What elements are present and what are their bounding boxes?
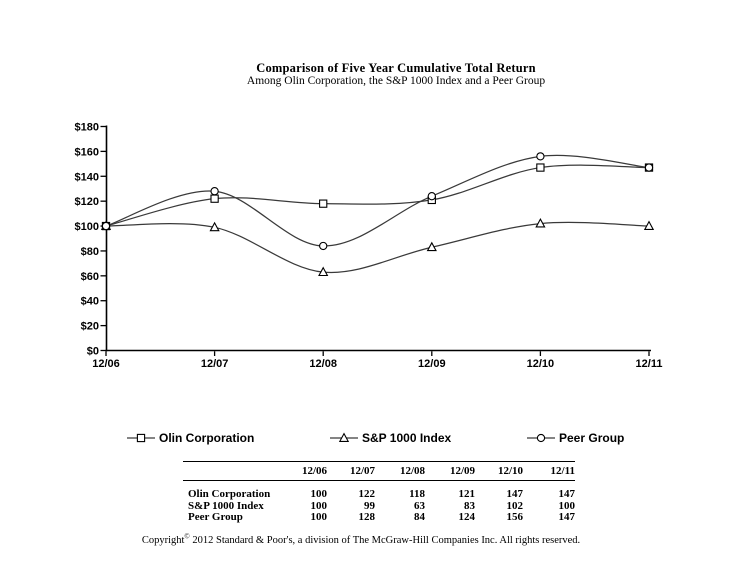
- table-row: S&P 1000 Index 100 99 63 83 102 100: [183, 499, 576, 513]
- table-header-row: 12/06 12/07 12/08 12/09 12/10 12/11: [183, 461, 575, 481]
- series-line-square: [105, 164, 650, 227]
- table-cell: 100: [310, 499, 328, 512]
- y-axis-tick-label: $0: [87, 346, 99, 358]
- y-axis-tick-label: $100: [75, 221, 99, 233]
- table-cell: 83: [464, 499, 475, 512]
- table-cell: 156: [506, 511, 524, 523]
- square-marker-icon: [536, 163, 545, 172]
- square-marker-icon: [136, 433, 146, 443]
- row-label: Olin Corporation: [188, 488, 271, 500]
- table-cell: 100: [558, 499, 576, 512]
- square-marker-icon: [127, 433, 155, 443]
- y-axis-tick-label: $120: [75, 196, 99, 208]
- copyright-text: 2012 Standard & Poor's, a division of Th…: [189, 535, 581, 546]
- line-chart: $180 $160 $140 $120 $100 $80 $60 $40 $20 $012/06 1…: [75, 122, 663, 371]
- table-cell: 102: [506, 499, 524, 512]
- legend-label: S&P 1000 Index: [362, 431, 452, 445]
- table-corner-cell: [183, 461, 279, 481]
- table-cell: 63: [414, 499, 425, 512]
- table-cell: 121: [458, 488, 476, 500]
- table-column-header: 12/06: [279, 461, 327, 481]
- table-column-header: 12/10: [475, 461, 523, 481]
- circle-marker-icon: [644, 163, 654, 172]
- table-row: Olin Corporation 100 122 118 121 147 147: [183, 488, 576, 501]
- table-row: Peer Group 100 128 84 124 156 147: [183, 511, 576, 524]
- y-axis-tick-label: $20: [81, 321, 99, 333]
- legend-item-sp-1000-index: S&P 1000 Index: [330, 430, 451, 446]
- triangle-marker-icon: [643, 220, 655, 231]
- table-column-header: 12/07: [327, 461, 375, 481]
- y-axis-tick-label: $160: [75, 146, 99, 158]
- copyright-symbol: ©: [184, 532, 190, 541]
- x-axis-tick-label: 12/07: [201, 358, 229, 370]
- square-marker-icon: [210, 194, 219, 203]
- table-cell: 147: [506, 488, 524, 500]
- circle-marker-icon: [319, 241, 328, 251]
- x-axis-tick-label: 12/09: [418, 358, 446, 370]
- x-axis-tick-label: 12/06: [92, 358, 120, 370]
- table-cell: 100: [310, 488, 328, 500]
- row-label: S&P 1000 Index: [188, 499, 264, 512]
- legend-item-olin-corporation: Olin Corporation: [127, 430, 254, 446]
- table-cell: 99: [364, 499, 375, 512]
- circle-marker-icon: [536, 433, 546, 443]
- x-axis-tick-label: 12/08: [309, 358, 337, 370]
- circle-marker-icon: [101, 221, 111, 231]
- legend-item-peer-group: Peer Group: [527, 430, 624, 446]
- row-label: Peer Group: [188, 511, 243, 523]
- x-axis-tick-label: 12/11: [636, 358, 663, 370]
- triangle-marker-icon: [535, 218, 546, 228]
- triangle-marker-icon: [338, 432, 350, 442]
- triangle-marker-icon: [318, 266, 329, 277]
- table-column-header: 12/11: [523, 461, 575, 481]
- table-column-header: 12/08: [375, 461, 425, 481]
- table-cell: 147: [558, 488, 576, 500]
- y-axis-tick-label: $80: [81, 246, 99, 258]
- triangle-marker-icon: [330, 432, 358, 442]
- chart-subtitle: Among Olin Corporation, the S&P 1000 Ind…: [246, 75, 546, 87]
- table-cell: 124: [458, 511, 476, 523]
- square-marker-icon: [319, 199, 328, 208]
- table-cell: 122: [358, 488, 376, 500]
- circle-marker-icon: [536, 152, 545, 161]
- y-axis-tick-label: $140: [75, 171, 99, 183]
- triangle-marker-icon: [209, 221, 220, 232]
- table-cell: 84: [414, 511, 425, 523]
- circle-marker-icon: [427, 192, 436, 201]
- legend-label: Olin Corporation: [159, 431, 255, 445]
- triangle-marker-icon: [426, 241, 437, 252]
- table-column-header: 12/09: [425, 461, 475, 481]
- y-axis-tick-label: $180: [75, 122, 99, 134]
- y-axis-tick-label: $40: [81, 296, 99, 308]
- series-line-circle: [105, 154, 650, 247]
- copyright-notice: Copyright© 2012 Standard & Poor's, a div…: [0, 532, 722, 547]
- table-cell: 128: [358, 511, 376, 523]
- table-cell: 118: [409, 488, 425, 500]
- y-axis-tick-label: $60: [81, 271, 99, 283]
- legend-label: Peer Group: [559, 431, 625, 445]
- table-cell: 100: [310, 511, 328, 523]
- returns-table: 12/06 12/07 12/08 12/09 12/10 12/11 Olin…: [183, 461, 575, 524]
- chart-title: Comparison of Five Year Cumulative Total…: [256, 61, 536, 75]
- circle-marker-icon: [210, 187, 219, 196]
- chart-title-block: Comparison of Five Year Cumulative Total…: [56, 61, 736, 88]
- circle-marker-icon: [527, 433, 555, 443]
- series-line-triangle: [105, 221, 650, 274]
- table-cell: 147: [558, 511, 576, 523]
- x-axis-tick-label: 12/10: [527, 358, 555, 370]
- copyright-text: Copyright: [141, 535, 185, 546]
